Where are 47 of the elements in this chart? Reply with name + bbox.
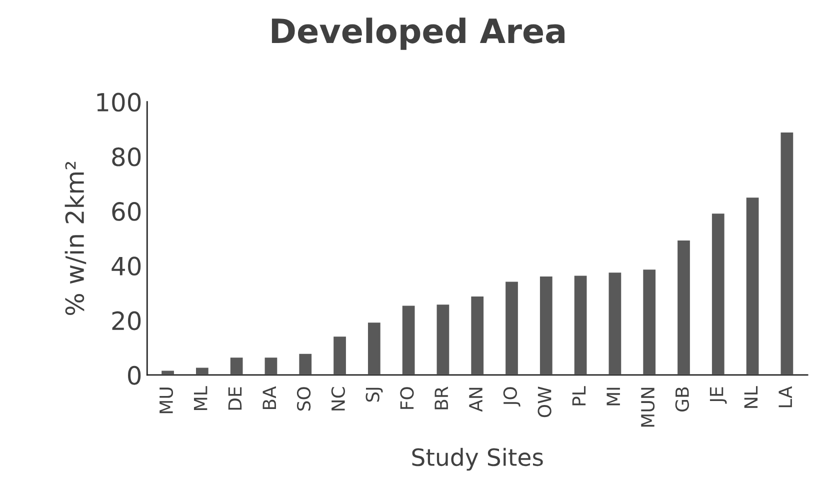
x-tick-label: GB <box>675 387 689 412</box>
x-tick-label: NL <box>744 386 758 408</box>
x-tick-label: BA <box>262 386 276 410</box>
bar <box>572 274 588 375</box>
bar <box>400 304 416 375</box>
x-tick-label: ML <box>194 386 208 410</box>
x-tick-label: SO <box>296 387 311 411</box>
x-tick-label: LA <box>778 386 792 408</box>
x-tick-label: MU <box>160 388 174 414</box>
x-tick-label: NC <box>331 387 346 410</box>
x-tick-label: JE <box>710 387 727 404</box>
y-tick-label: 60 <box>112 202 141 221</box>
bar <box>160 369 176 375</box>
x-tick-label: OW <box>538 386 552 418</box>
bar <box>504 280 520 375</box>
x-tick-label: FO <box>400 387 414 409</box>
y-tick-label: 20 <box>112 311 141 330</box>
bar <box>263 356 279 375</box>
y-tick-label: 80 <box>112 147 141 166</box>
bar <box>298 352 313 375</box>
y-tick-label: 40 <box>112 256 141 276</box>
bar <box>642 268 657 375</box>
bar <box>744 196 760 375</box>
x-tick-label: JO <box>503 387 520 407</box>
bar <box>332 335 348 375</box>
x-tick-label: AN <box>469 388 482 412</box>
bar <box>470 295 485 375</box>
x-tick-label: DE <box>228 387 242 410</box>
x-tick-label: PL <box>572 386 586 406</box>
x-axis-title: Study Sites <box>412 448 543 471</box>
bar <box>607 271 623 375</box>
bar <box>366 321 382 375</box>
bar <box>710 212 726 375</box>
y-tick-label: 100 <box>97 92 141 112</box>
bar <box>676 239 692 375</box>
x-tick-label: MUN <box>641 388 655 427</box>
y-tick-label: 0 <box>128 366 141 385</box>
x-tick-label: SJ <box>366 388 383 402</box>
bar <box>228 356 244 375</box>
chart-title: Developed Area <box>272 18 564 50</box>
bar <box>779 131 795 375</box>
y-axis-title: % w/in 2km² <box>64 162 86 316</box>
x-tick-label: BR <box>434 386 448 410</box>
x-tick-label: MI <box>606 388 620 406</box>
bar <box>194 366 210 375</box>
bar <box>538 275 554 375</box>
bar <box>435 303 451 375</box>
